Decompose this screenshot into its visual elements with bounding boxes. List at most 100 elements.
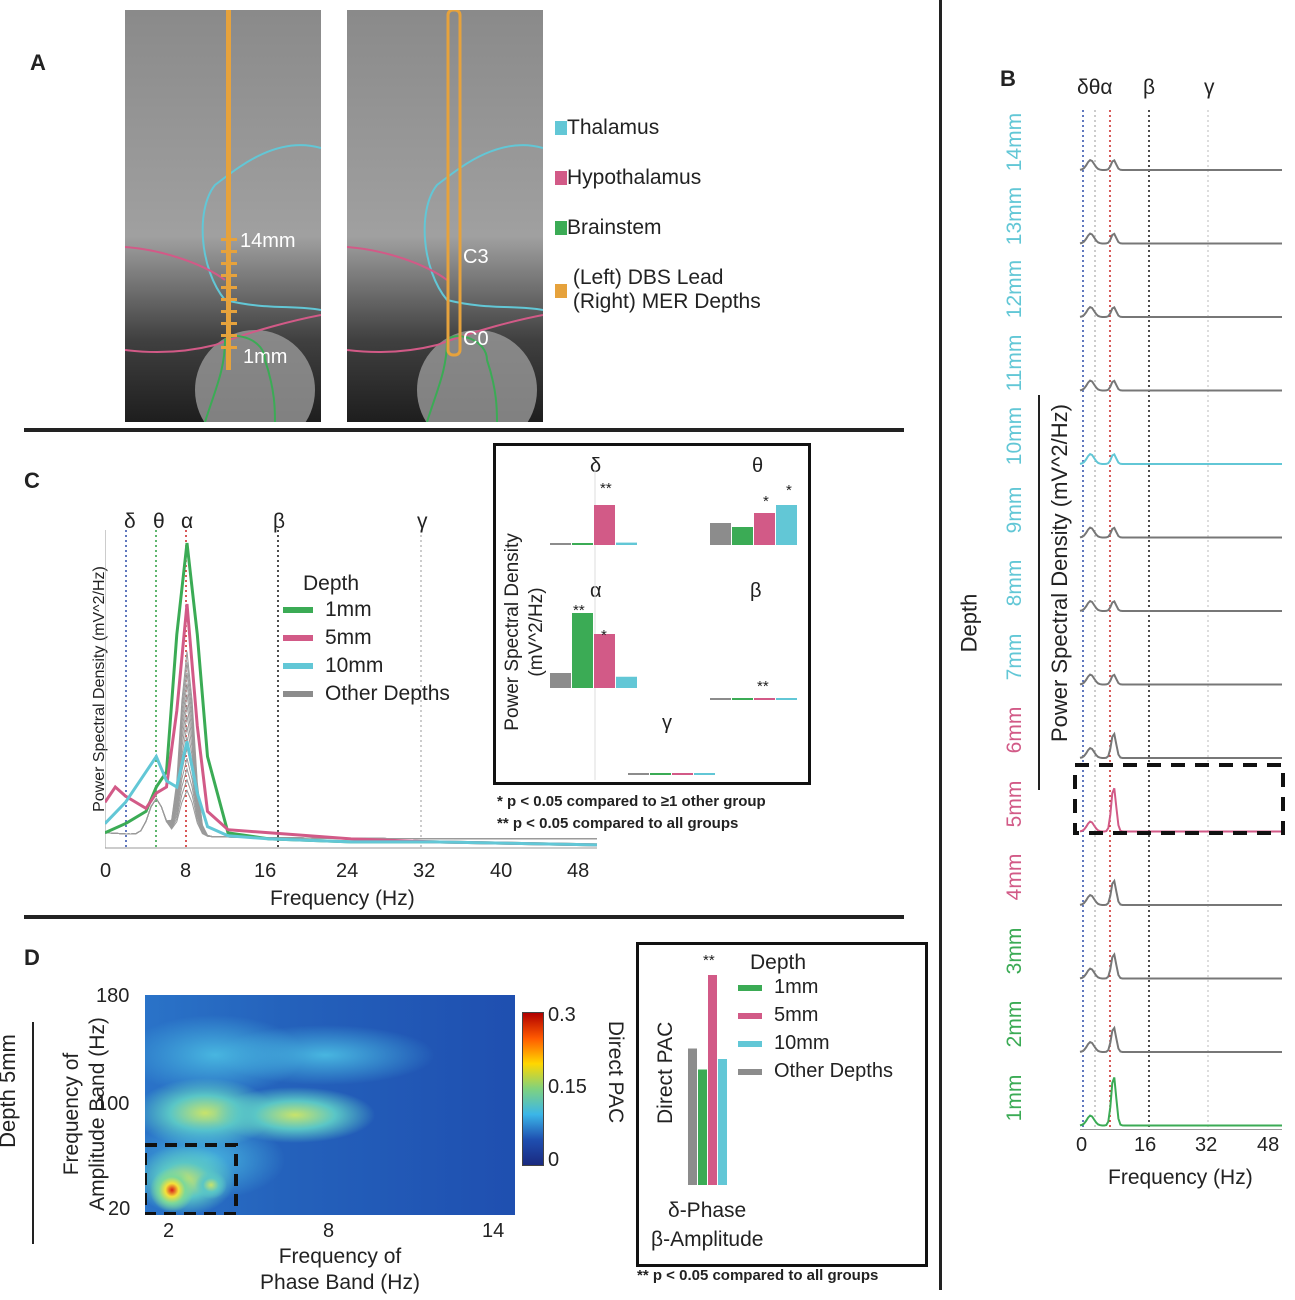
contact-c0-label: C0 (463, 328, 489, 350)
inset-bar-γ-other-depths (628, 773, 649, 775)
pac-bar-1mm (698, 1069, 707, 1185)
panel-d-inset-bars (688, 975, 727, 1185)
colorbar-tick: 0 (548, 1149, 560, 1171)
inset-title-beta: β (750, 580, 762, 602)
sig-mark: * (601, 627, 607, 644)
legend-swatch (738, 1040, 762, 1047)
panel-b-band-gamma: γ (1204, 76, 1215, 99)
inset-bar-γ-10mm (694, 773, 715, 775)
inset-bar-θ-10mm (776, 505, 797, 545)
psd-trace-3mm (1079, 952, 1282, 980)
inset-bar-γ-1mm (650, 773, 671, 775)
panel-b-xtick-32: 32 (1195, 1134, 1218, 1156)
heatmap-ytick: 100 (96, 1093, 130, 1115)
inset-bar-β-1mm (732, 698, 753, 700)
panel-c-band-gamma: γ (417, 510, 428, 533)
inset-bar-γ-5mm (672, 773, 693, 775)
panel-b-xlabel: Frequency (Hz) (1108, 1166, 1253, 1189)
panel-d-ylabel-bar (32, 1022, 34, 1244)
depth-label-6mm: 6mm (1003, 706, 1026, 754)
panel-d-heatmap (145, 995, 515, 1215)
panel-d-inset-xlabel-1: δ-Phase (668, 1199, 747, 1222)
legend-item-hypothalamus: Hypothalamus (555, 166, 701, 190)
sig-mark: ** (757, 678, 769, 695)
heatmap-xtick: 14 (482, 1220, 505, 1242)
inset-bar-α-other-depths (550, 673, 571, 688)
inset-bar-δ-5mm (594, 505, 615, 545)
panel-a-mri-right (347, 10, 543, 422)
colorbar-tick: 0.15 (548, 1076, 587, 1098)
panel-c-band-theta: θ (153, 510, 165, 533)
panel-b-band-dta: δθα (1077, 76, 1113, 99)
inset-title-gamma: γ (662, 712, 672, 734)
psd-trace-13mm (1079, 232, 1282, 245)
psd-trace-10mm (1079, 452, 1282, 465)
panel-d-ylabel-depth: Depth 5mm (0, 1034, 20, 1148)
psd-line-5mm (105, 603, 598, 847)
panel-d-footnote: ** p < 0.05 compared to all groups (637, 1267, 879, 1284)
legend-item-brainstem: Brainstem (555, 216, 662, 240)
panel-c-psd-chart (105, 530, 598, 849)
panel-c-xtick: 40 (490, 860, 513, 882)
panel-b-band-beta: β (1143, 76, 1156, 99)
panel-c-inset (493, 443, 811, 785)
depth-label-10mm: 10mm (1003, 406, 1026, 466)
depth-label-11mm: 11mm (1003, 334, 1026, 391)
legend-item-5mm: 5mm (283, 626, 450, 654)
inset-title-delta: δ (590, 455, 602, 477)
inset-bar-δ-10mm (616, 542, 637, 545)
legend-item-thalamus: Thalamus (555, 116, 659, 140)
panel-d-bar-inset (636, 942, 928, 1267)
panel-b-letter: B (1000, 66, 1016, 91)
heatmap-ytick: 20 (108, 1198, 131, 1220)
inset-footnote-2: ** p < 0.05 compared to all groups (497, 815, 739, 832)
pac-bar-10mm (718, 1059, 727, 1185)
inset-bar-β-10mm (776, 698, 797, 700)
psd-trace-12mm (1079, 305, 1282, 318)
heatmap-xtick: 2 (163, 1220, 175, 1242)
inset-bar-θ-1mm (732, 527, 753, 545)
depth-1mm-label: 1mm (243, 346, 288, 368)
sig-mark: ** (600, 480, 612, 497)
panel-c-xtick: 0 (100, 860, 112, 882)
panel-c-band-beta: β (273, 510, 286, 533)
inset-title-theta: θ (752, 455, 764, 477)
inset-bar-β-5mm (754, 698, 775, 700)
psd-trace-5mm (1079, 787, 1282, 833)
depth-label-5mm: 5mm (1003, 780, 1026, 827)
depth-label-9mm: 9mm (1003, 486, 1026, 533)
legend-item-other: Other Depths (283, 682, 450, 710)
legend-item-1mm: 1mm (738, 976, 893, 1004)
psd-trace-2mm (1079, 1025, 1282, 1053)
legend-item-5mm: 5mm (738, 1004, 893, 1032)
heatmap-ytick: 180 (96, 985, 130, 1007)
panel-b-xtick-16: 16 (1134, 1134, 1157, 1156)
panel-d-inset-xlabel-2: β-Amplitude (651, 1228, 764, 1251)
panel-c-band-delta: δ (124, 510, 136, 533)
divider-c-d (24, 915, 904, 919)
pac-bar-other-depths (688, 1048, 697, 1185)
panel-c-xtick: 16 (254, 860, 277, 882)
inset-bar-θ-other-depths (710, 523, 731, 545)
panel-a-letter: A (30, 50, 46, 75)
panel-b-depth-axis: 14mm 13mm 12mm 11mm 10mm 9mm 8mm 7mm 6mm 5mm 4mm 3m… (1000, 100, 1030, 1130)
pac-bars (688, 975, 727, 1185)
panel-c-xtick: 24 (336, 860, 359, 882)
panel-d-letter: D (24, 945, 40, 970)
panel-b-psd-stack (1073, 110, 1285, 1130)
sig-mark: * (786, 482, 792, 499)
psd-line-10mm (105, 740, 598, 847)
inset-bar-δ-1mm (572, 543, 593, 545)
inset-footnote-1: * p < 0.05 compared to ≥1 other group (497, 793, 766, 810)
depth-label-14mm: 14mm (1003, 112, 1026, 172)
pac-bar-5mm (708, 975, 717, 1185)
panel-b-depth-label: Depth (956, 593, 982, 653)
legend-swatch (283, 691, 313, 698)
colorbar-label: Direct PAC (604, 1020, 627, 1124)
inset-bar-θ-5mm (754, 513, 775, 545)
panel-c-xtick: 8 (180, 860, 192, 882)
depth-label-8mm: 8mm (1003, 559, 1026, 607)
depth-label-13mm: 13mm (1003, 186, 1026, 245)
legend-swatch (283, 635, 313, 642)
legend-swatch (555, 221, 567, 236)
